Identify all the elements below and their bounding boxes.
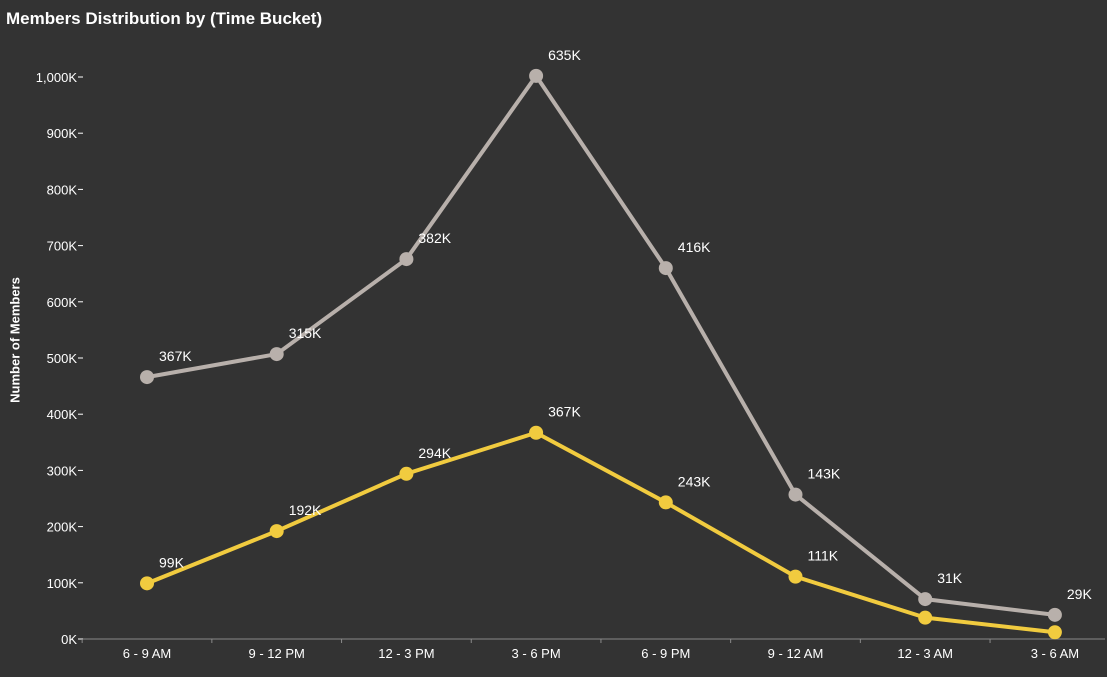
data-point bbox=[788, 569, 803, 584]
data-point bbox=[788, 487, 803, 502]
y-tick-label: 0K bbox=[61, 632, 77, 647]
x-tick-label: 3 - 6 PM bbox=[512, 646, 561, 661]
y-tick-label: 300K bbox=[47, 463, 78, 478]
y-tick-label: 400K bbox=[47, 407, 78, 422]
series-line bbox=[145, 430, 1057, 635]
x-tick-label: 6 - 9 PM bbox=[641, 646, 690, 661]
data-label: 192K bbox=[289, 502, 322, 518]
x-tick-label: 9 - 12 PM bbox=[249, 646, 305, 661]
chart-title: Members Distribution by (Time Bucket) bbox=[6, 9, 323, 28]
data-point bbox=[140, 370, 154, 385]
x-tick-label: 12 - 3 AM bbox=[897, 646, 953, 661]
data-label: 143K bbox=[808, 466, 841, 482]
data-point bbox=[658, 495, 673, 510]
data-label: 315K bbox=[289, 325, 322, 341]
x-tick-label: 9 - 12 AM bbox=[768, 646, 824, 661]
data-label: 294K bbox=[418, 445, 451, 461]
data-point bbox=[399, 466, 414, 481]
y-tick-label: 1,000K bbox=[36, 70, 78, 85]
series-line bbox=[145, 73, 1057, 617]
x-tick-label: 3 - 6 AM bbox=[1031, 646, 1079, 661]
data-label: 382K bbox=[418, 230, 451, 246]
data-point bbox=[529, 68, 544, 83]
y-tick-label: 600K bbox=[47, 295, 78, 310]
y-tick-label: 900K bbox=[47, 126, 78, 141]
axes: 0K 100K 200K 300K 400K 500K 600K 700K 800K 900K 1,… bbox=[36, 70, 1105, 661]
series-layer bbox=[140, 68, 1062, 640]
data-point bbox=[269, 347, 284, 362]
data-label: 99K bbox=[159, 554, 185, 570]
y-tick-label: 700K bbox=[47, 239, 78, 254]
data-point bbox=[918, 610, 933, 625]
data-point bbox=[529, 425, 544, 440]
data-point bbox=[140, 576, 154, 591]
y-tick-label: 500K bbox=[47, 351, 78, 366]
data-label: 416K bbox=[678, 239, 711, 255]
data-label: 111K bbox=[808, 548, 839, 564]
data-labels: 367K 315K 382K 635K 416K 143K 31K 29K 99K 192K 294… bbox=[159, 47, 1092, 602]
data-point bbox=[1047, 607, 1062, 622]
y-tick-label: 800K bbox=[47, 182, 78, 197]
data-label: 29K bbox=[1067, 586, 1093, 602]
data-label: 31K bbox=[937, 570, 963, 586]
y-tick-label: 100K bbox=[47, 576, 78, 591]
data-point bbox=[399, 252, 414, 267]
data-point bbox=[1047, 625, 1062, 640]
data-label: 635K bbox=[548, 47, 581, 63]
data-label: 243K bbox=[678, 473, 711, 489]
data-point bbox=[269, 524, 284, 539]
data-label: 367K bbox=[159, 348, 192, 364]
data-point bbox=[918, 592, 933, 607]
data-label: 367K bbox=[548, 404, 581, 420]
data-point bbox=[658, 261, 673, 276]
y-tick-label: 200K bbox=[47, 520, 78, 535]
x-tick-label: 12 - 3 PM bbox=[378, 646, 434, 661]
x-tick-label: 6 - 9 AM bbox=[123, 646, 171, 661]
